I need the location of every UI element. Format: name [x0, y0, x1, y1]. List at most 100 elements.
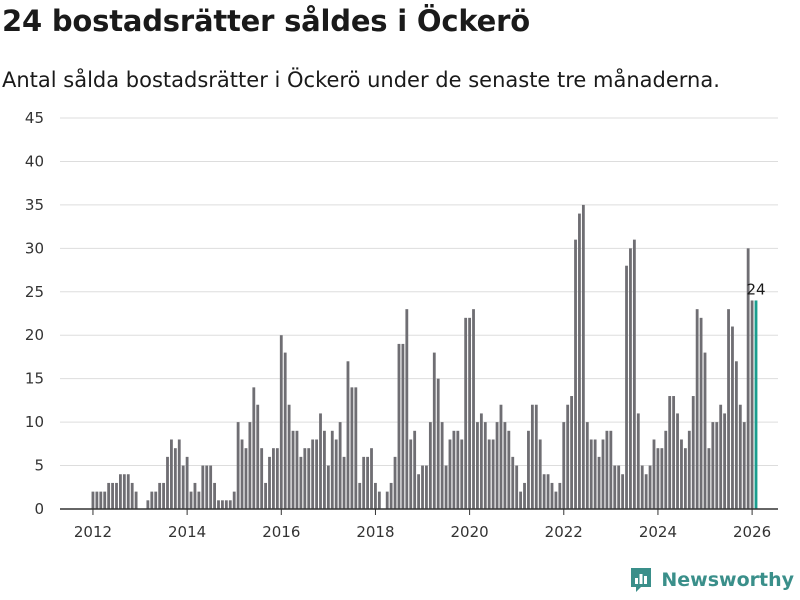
- bar: [307, 448, 311, 509]
- page-title: 24 bostadsrätter såldes i Öckerö: [2, 4, 530, 38]
- bar: [377, 491, 381, 509]
- bar: [507, 430, 511, 509]
- bar: [738, 404, 742, 509]
- y-tick-label: 15: [25, 370, 44, 388]
- bar: [103, 491, 107, 509]
- y-tick-label: 30: [25, 239, 44, 257]
- bar: [636, 413, 640, 509]
- bar: [589, 439, 593, 509]
- bar: [409, 439, 413, 509]
- bar: [126, 474, 130, 509]
- x-tick-label: 2012: [74, 523, 112, 541]
- bar: [158, 482, 162, 509]
- bar: [279, 335, 283, 509]
- bar: [213, 482, 216, 509]
- bar: [625, 265, 628, 509]
- bar: [715, 422, 719, 509]
- bar: [609, 430, 613, 509]
- bar: [703, 352, 707, 509]
- bar: [456, 430, 460, 509]
- bar: [621, 474, 625, 509]
- bar: [99, 491, 103, 509]
- bar: [483, 422, 487, 509]
- bar: [232, 491, 236, 509]
- bar: [436, 378, 440, 509]
- bar: [605, 430, 609, 509]
- bar: [499, 404, 503, 509]
- y-tick-label: 25: [25, 283, 44, 301]
- x-tick-label: 2024: [639, 523, 677, 541]
- bar: [530, 404, 534, 509]
- x-tick-label: 2018: [356, 523, 394, 541]
- bar: [558, 482, 562, 509]
- bar: [221, 500, 224, 509]
- bar: [362, 456, 366, 509]
- bar: [319, 413, 322, 509]
- bar: [479, 413, 483, 509]
- bar: [731, 326, 734, 509]
- bar: [742, 422, 746, 509]
- bar: [417, 474, 420, 509]
- bar: [711, 422, 715, 509]
- bar: [130, 482, 134, 509]
- bar: [464, 317, 468, 509]
- bar: [177, 439, 181, 509]
- bar: [570, 396, 574, 509]
- bar: [538, 439, 542, 509]
- bar: [511, 456, 515, 509]
- bar: [205, 465, 209, 509]
- bar: [574, 239, 577, 509]
- y-tick-label: 45: [25, 109, 44, 127]
- bar: [723, 413, 727, 509]
- brand-name: Newsworthy: [661, 569, 794, 591]
- bar: [448, 439, 452, 509]
- bar: [134, 491, 138, 509]
- bar: [170, 439, 173, 509]
- bar: [503, 422, 507, 509]
- x-tick-label: 2014: [168, 523, 206, 541]
- bar: [676, 413, 679, 509]
- bar: [323, 430, 326, 509]
- bar: [240, 439, 244, 509]
- bar: [272, 448, 275, 509]
- bar: [181, 465, 185, 509]
- bar: [228, 500, 232, 509]
- y-tick-label: 40: [25, 152, 44, 170]
- bar: [734, 361, 738, 509]
- bar: [432, 352, 436, 509]
- bar: [162, 482, 165, 509]
- bar: [334, 439, 338, 509]
- bar: [719, 404, 723, 509]
- bar: [668, 396, 672, 509]
- bar: [750, 300, 754, 509]
- bar: [295, 430, 299, 509]
- bar: [491, 439, 495, 509]
- bar: [107, 482, 111, 509]
- bar: [354, 387, 358, 509]
- bar: [338, 422, 342, 509]
- bar: [515, 465, 519, 509]
- bar: [648, 465, 652, 509]
- bar: [256, 404, 260, 509]
- bar: [707, 448, 711, 509]
- bar: [374, 482, 377, 509]
- bar: [248, 422, 252, 509]
- bar: [644, 474, 648, 509]
- bar: [173, 448, 177, 509]
- bar: [727, 309, 730, 509]
- bar: [224, 500, 228, 509]
- bar: [346, 361, 350, 509]
- bar: [421, 465, 424, 509]
- bar: [260, 448, 264, 509]
- y-tick-label: 5: [34, 457, 44, 475]
- bar-chart: 0 5 10 15 20 25 30 35 40 45 2012 2014 2016 2018 2020 20…: [25, 109, 778, 541]
- bar: [393, 456, 397, 509]
- x-tick-label: 2026: [733, 523, 771, 541]
- bar: [672, 396, 676, 509]
- bar: [193, 482, 197, 509]
- data-label: 24: [746, 280, 765, 298]
- bar: [554, 491, 558, 509]
- bar: [683, 448, 687, 509]
- bar: [401, 343, 405, 509]
- bar: [389, 482, 393, 509]
